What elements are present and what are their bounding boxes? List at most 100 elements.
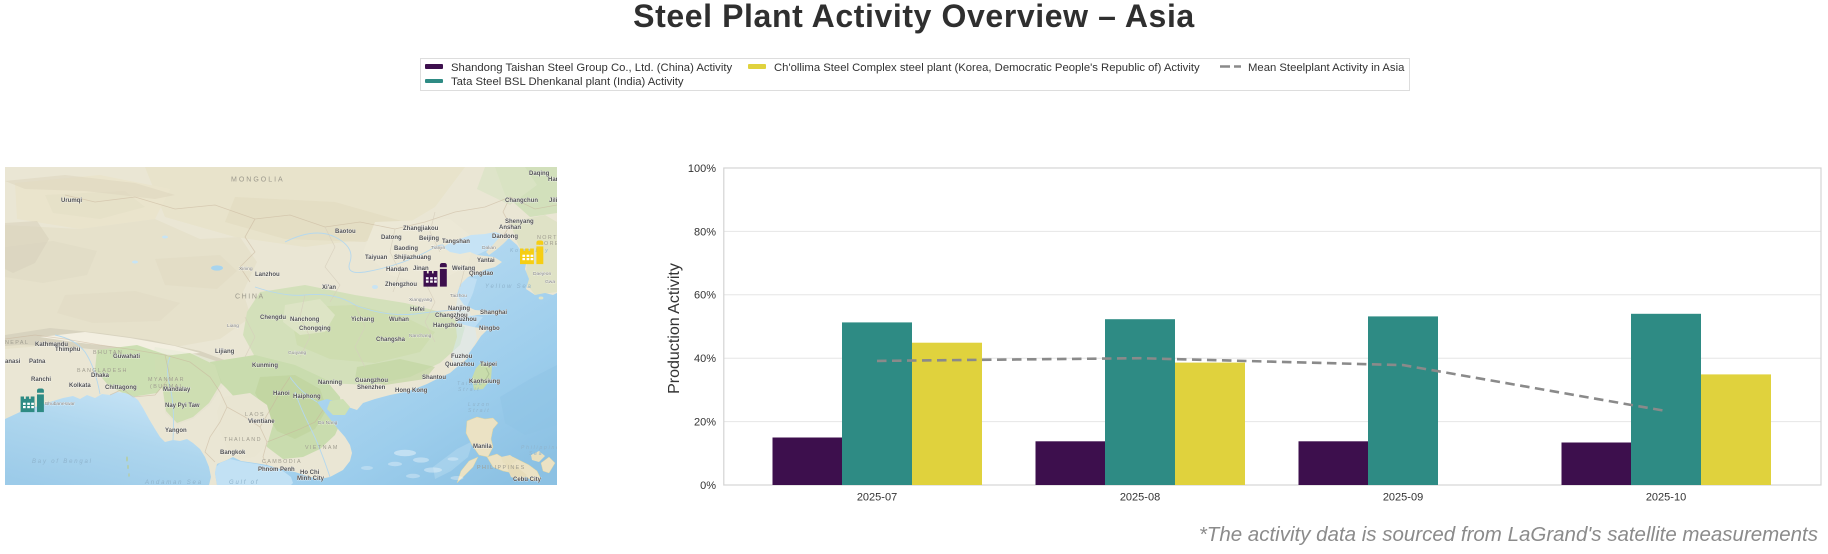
- svg-text:Strait: Strait: [468, 408, 490, 414]
- svg-text:Suzhou: Suzhou: [455, 317, 477, 323]
- svg-text:Jinan: Jinan: [413, 266, 429, 272]
- svg-text:Guiyang: Guiyang: [288, 350, 306, 356]
- svg-text:Kunming: Kunming: [252, 363, 278, 369]
- svg-text:Kathmandu: Kathmandu: [35, 342, 68, 348]
- svg-text:Dhaka: Dhaka: [91, 373, 110, 379]
- svg-text:Baotou: Baotou: [335, 229, 356, 235]
- svg-text:Mandalay: Mandalay: [163, 387, 191, 393]
- svg-text:Production Activity: Production Activity: [666, 263, 683, 394]
- svg-text:Sea: Sea: [529, 451, 543, 457]
- svg-text:Vientiane: Vientiane: [248, 419, 275, 425]
- svg-text:Jili: Jili: [549, 198, 557, 204]
- svg-text:Philippine: Philippine: [521, 445, 557, 451]
- svg-text:CAMBODIA: CAMBODIA: [262, 459, 302, 465]
- svg-text:Quanzhou: Quanzhou: [445, 362, 475, 368]
- svg-text:Strait: Strait: [458, 387, 480, 393]
- svg-text:2025-09: 2025-09: [1383, 491, 1423, 503]
- svg-text:Changsha: Changsha: [376, 337, 406, 343]
- svg-text:Shanghai: Shanghai: [480, 310, 507, 316]
- svg-text:Shantou: Shantou: [422, 375, 446, 381]
- svg-text:Lijiang: Lijiang: [215, 349, 235, 355]
- svg-text:Nanchang: Nanchang: [409, 333, 432, 339]
- svg-text:Liang: Liang: [227, 323, 239, 329]
- svg-text:Manila: Manila: [473, 444, 492, 450]
- svg-text:20%: 20%: [694, 417, 716, 429]
- svg-text:Fuzhou: Fuzhou: [451, 354, 473, 360]
- svg-text:Xining: Xining: [239, 266, 253, 272]
- svg-text:Tangshan: Tangshan: [442, 239, 470, 245]
- svg-text:Daejeon: Daejeon: [533, 271, 551, 277]
- svg-text:Handan: Handan: [386, 267, 408, 273]
- svg-text:2025-10: 2025-10: [1646, 491, 1686, 503]
- svg-text:Gwa: Gwa: [545, 279, 555, 285]
- svg-text:Nanjing: Nanjing: [448, 306, 470, 312]
- svg-text:Guwahati: Guwahati: [113, 354, 140, 360]
- svg-text:THAILAND: THAILAND: [224, 437, 262, 443]
- svg-text:Hong Kong: Hong Kong: [395, 388, 428, 394]
- svg-text:Bay of Bengal: Bay of Bengal: [32, 459, 93, 465]
- svg-text:Luzon: Luzon: [468, 402, 491, 408]
- svg-text:100%: 100%: [688, 163, 716, 175]
- svg-text:Nay Pyi Taw: Nay Pyi Taw: [165, 403, 200, 409]
- svg-text:Cebu City: Cebu City: [513, 477, 542, 483]
- svg-text:Zhengzhou: Zhengzhou: [385, 282, 417, 288]
- svg-text:Yellow Sea: Yellow Sea: [485, 284, 533, 290]
- svg-text:Taipei: Taipei: [480, 362, 497, 368]
- svg-text:80%: 80%: [694, 226, 716, 238]
- svg-text:Xi'an: Xi'an: [322, 285, 336, 291]
- svg-text:Chengdu: Chengdu: [260, 315, 286, 321]
- svg-text:MONGOLIA: MONGOLIA: [231, 176, 285, 183]
- svg-text:Phnom Penh: Phnom Penh: [258, 467, 295, 473]
- svg-text:Datong: Datong: [381, 235, 402, 241]
- svg-text:0%: 0%: [700, 480, 716, 492]
- svg-text:BHUTAN: BHUTAN: [93, 350, 123, 356]
- svg-text:Xiangyang: Xiangyang: [409, 297, 432, 303]
- svg-text:Hangzhou: Hangzhou: [433, 323, 462, 329]
- svg-text:Kolkata: Kolkata: [69, 383, 91, 389]
- svg-text:Zhangjiakou: Zhangjiakou: [403, 226, 439, 232]
- svg-text:Shijiazhuang: Shijiazhuang: [394, 255, 431, 261]
- svg-text:Shenyang: Shenyang: [505, 219, 534, 225]
- svg-text:Urumqi: Urumqi: [61, 198, 82, 204]
- svg-text:2025-08: 2025-08: [1120, 491, 1160, 503]
- svg-text:Qingdao: Qingdao: [469, 271, 494, 277]
- svg-text:Minh City: Minh City: [297, 476, 325, 482]
- svg-text:40%: 40%: [694, 353, 716, 365]
- svg-text:Yangon: Yangon: [165, 428, 187, 434]
- svg-text:Hefei: Hefei: [410, 307, 425, 313]
- svg-text:Weifang: Weifang: [452, 266, 476, 272]
- svg-text:Hanoi: Hanoi: [273, 391, 290, 397]
- svg-text:Chongqing: Chongqing: [299, 326, 331, 332]
- svg-text:Gulf of: Gulf of: [229, 480, 259, 485]
- svg-text:Ho Chi: Ho Chi: [300, 470, 320, 476]
- svg-text:Taiwan: Taiwan: [457, 381, 483, 387]
- svg-text:Patna: Patna: [29, 359, 46, 365]
- svg-text:Chittagong: Chittagong: [105, 385, 137, 391]
- svg-text:Anshan: Anshan: [499, 225, 521, 231]
- svg-text:Nanchong: Nanchong: [290, 317, 320, 323]
- svg-text:VIETNAM: VIETNAM: [305, 445, 339, 451]
- svg-text:Thimphu: Thimphu: [55, 347, 81, 353]
- svg-text:Beijing: Beijing: [419, 236, 439, 242]
- svg-text:anasi: anasi: [5, 359, 21, 365]
- svg-text:Wuhan: Wuhan: [389, 317, 409, 323]
- svg-text:Andaman Sea: Andaman Sea: [144, 480, 203, 485]
- svg-text:Changzhou: Changzhou: [435, 313, 468, 319]
- svg-text:(BURMA): (BURMA): [150, 384, 183, 390]
- svg-text:Dalian: Dalian: [482, 245, 496, 251]
- svg-text:Taizhou: Taizhou: [450, 293, 467, 299]
- svg-text:CHINA: CHINA: [235, 293, 265, 300]
- svg-text:Changchun: Changchun: [505, 198, 538, 204]
- svg-text:Bhubaneswar: Bhubaneswar: [45, 401, 75, 407]
- svg-text:Nanning: Nanning: [318, 380, 342, 386]
- svg-text:PHILIPPINES: PHILIPPINES: [477, 465, 526, 471]
- svg-text:LAOS: LAOS: [245, 412, 265, 418]
- svg-text:Haiphong: Haiphong: [293, 394, 321, 400]
- svg-text:Har: Har: [548, 177, 557, 183]
- svg-text:2025-07: 2025-07: [857, 491, 897, 503]
- svg-text:Yichang: Yichang: [351, 317, 374, 323]
- svg-text:Baoding: Baoding: [394, 246, 418, 252]
- svg-text:Bangkok: Bangkok: [220, 450, 246, 456]
- svg-text:Lanzhou: Lanzhou: [255, 272, 280, 278]
- svg-text:NORTH: NORTH: [537, 235, 557, 241]
